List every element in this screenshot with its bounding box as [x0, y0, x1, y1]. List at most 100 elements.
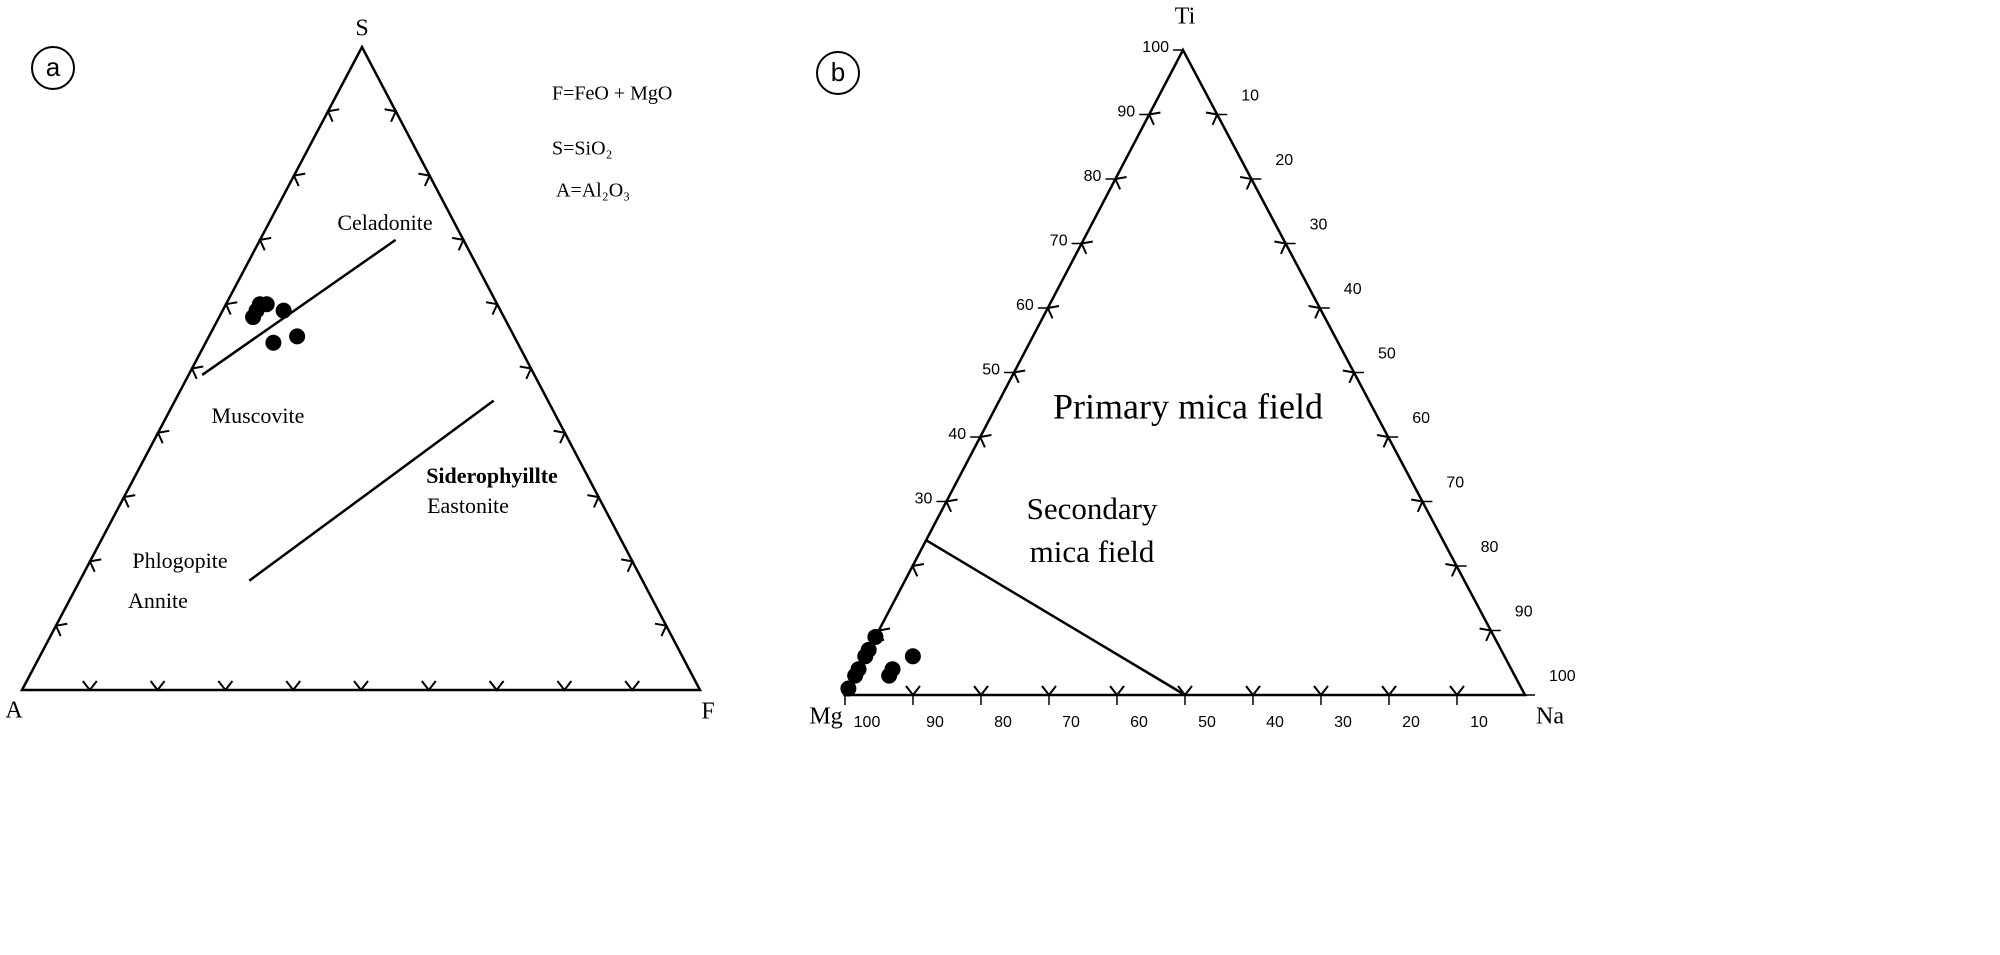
tick-label: 40	[1344, 281, 1362, 298]
tick-label: 30	[1310, 217, 1328, 234]
field-boundary	[925, 539, 1186, 697]
triangle-frame	[842, 47, 1528, 697]
edge-tick	[624, 680, 640, 692]
tick-label: 60	[1016, 297, 1034, 314]
edge-tick	[88, 558, 102, 573]
edge-tick	[156, 429, 170, 444]
edge-tick	[1012, 369, 1026, 384]
tick-label: 60	[1130, 714, 1148, 731]
tick-label: 40	[1266, 714, 1284, 731]
tick-label: 50	[1198, 714, 1216, 731]
panel-badge	[816, 51, 860, 95]
edge-tick	[1205, 111, 1219, 126]
field-label: Celadonite	[337, 210, 432, 235]
tick-label: 60	[1412, 410, 1430, 427]
tick-label: 80	[994, 714, 1012, 731]
tick-label: 70	[1050, 233, 1068, 250]
edge-tick	[973, 685, 989, 697]
edge-tick	[488, 680, 505, 692]
tick-label: 80	[1481, 539, 1499, 556]
tick-label: 20	[1275, 152, 1293, 169]
edge-tick	[1342, 369, 1356, 384]
tick-label: 100	[1549, 668, 1576, 685]
tick-label: 90	[926, 714, 944, 731]
edge-tick	[1046, 304, 1060, 319]
tick-label: 40	[948, 426, 966, 443]
tick-label: 30	[915, 491, 933, 508]
edge-tick	[1313, 685, 1329, 697]
tick-label: 30	[1334, 714, 1352, 731]
edge-tick	[285, 680, 301, 692]
vertex-label: Na	[1536, 704, 1564, 730]
field-label: mica field	[1030, 534, 1155, 569]
tick-label: 90	[1117, 104, 1135, 121]
vertex-label: F	[701, 699, 714, 725]
edge-tick	[1147, 111, 1161, 126]
vertex-label: S	[355, 16, 368, 42]
panel-badge	[31, 46, 75, 90]
edge-tick	[1445, 563, 1459, 577]
edge-tick	[1308, 305, 1322, 319]
edge-tick	[1449, 685, 1465, 697]
edge-tick	[1109, 685, 1125, 697]
tick-label: 100	[854, 714, 881, 731]
field-label: Eastonite	[427, 493, 509, 518]
field-label: Siderophyillte	[426, 463, 558, 488]
tick-label: 10	[1470, 714, 1488, 731]
edge-tick	[1080, 240, 1093, 255]
tick-label: 90	[1515, 604, 1533, 621]
tick-label: 20	[1402, 714, 1420, 731]
edge-tick	[1113, 175, 1127, 190]
edge-tick	[1479, 627, 1493, 642]
edge-tick	[217, 680, 234, 692]
edge-tick	[353, 680, 369, 692]
edge-tick	[911, 562, 924, 577]
tick-label: 70	[1446, 475, 1464, 492]
edge-tick	[978, 433, 992, 448]
panel-label: a	[46, 52, 61, 82]
tick-label: 100	[1142, 39, 1169, 56]
data-point	[881, 667, 898, 684]
edge-tick	[224, 301, 238, 316]
edge-tick	[190, 365, 204, 380]
edge-tick	[519, 365, 533, 380]
data-point	[857, 648, 874, 665]
field-label: Annite	[128, 588, 188, 613]
tick-label: 10	[1241, 88, 1259, 105]
tick-label: 80	[1084, 168, 1102, 185]
data-point	[265, 334, 282, 351]
formula-note: A=Al₂O₃	[556, 180, 630, 202]
data-point	[251, 296, 268, 313]
panel-label: b	[831, 57, 845, 87]
data-point	[275, 302, 292, 319]
field-label: Primary mica field	[1053, 386, 1323, 426]
edge-tick	[149, 680, 166, 692]
edge-tick	[54, 622, 68, 637]
edge-tick	[553, 429, 567, 444]
edge-tick	[1245, 685, 1261, 697]
edge-tick	[556, 680, 573, 692]
tick-label: 50	[982, 362, 1000, 379]
edge-tick	[621, 558, 634, 573]
edge-tick	[122, 494, 136, 508]
edge-tick	[292, 172, 306, 187]
edge-tick	[258, 236, 272, 251]
vertex-label: Mg	[809, 704, 842, 730]
data-point	[289, 328, 306, 345]
edge-tick	[587, 494, 601, 508]
edge-tick	[384, 108, 398, 123]
field-label: Muscovite	[212, 403, 305, 428]
tick-label: 50	[1378, 346, 1396, 363]
data-point	[904, 648, 921, 665]
field-boundary	[248, 399, 495, 582]
edge-tick	[418, 172, 432, 187]
data-point	[847, 667, 864, 684]
edge-tick	[1376, 434, 1390, 448]
edge-tick	[1239, 176, 1253, 190]
tick-label: 70	[1062, 714, 1080, 731]
edge-tick	[1410, 498, 1424, 513]
edge-tick	[82, 680, 98, 692]
vertex-label: Ti	[1175, 4, 1196, 30]
data-point	[840, 680, 857, 697]
